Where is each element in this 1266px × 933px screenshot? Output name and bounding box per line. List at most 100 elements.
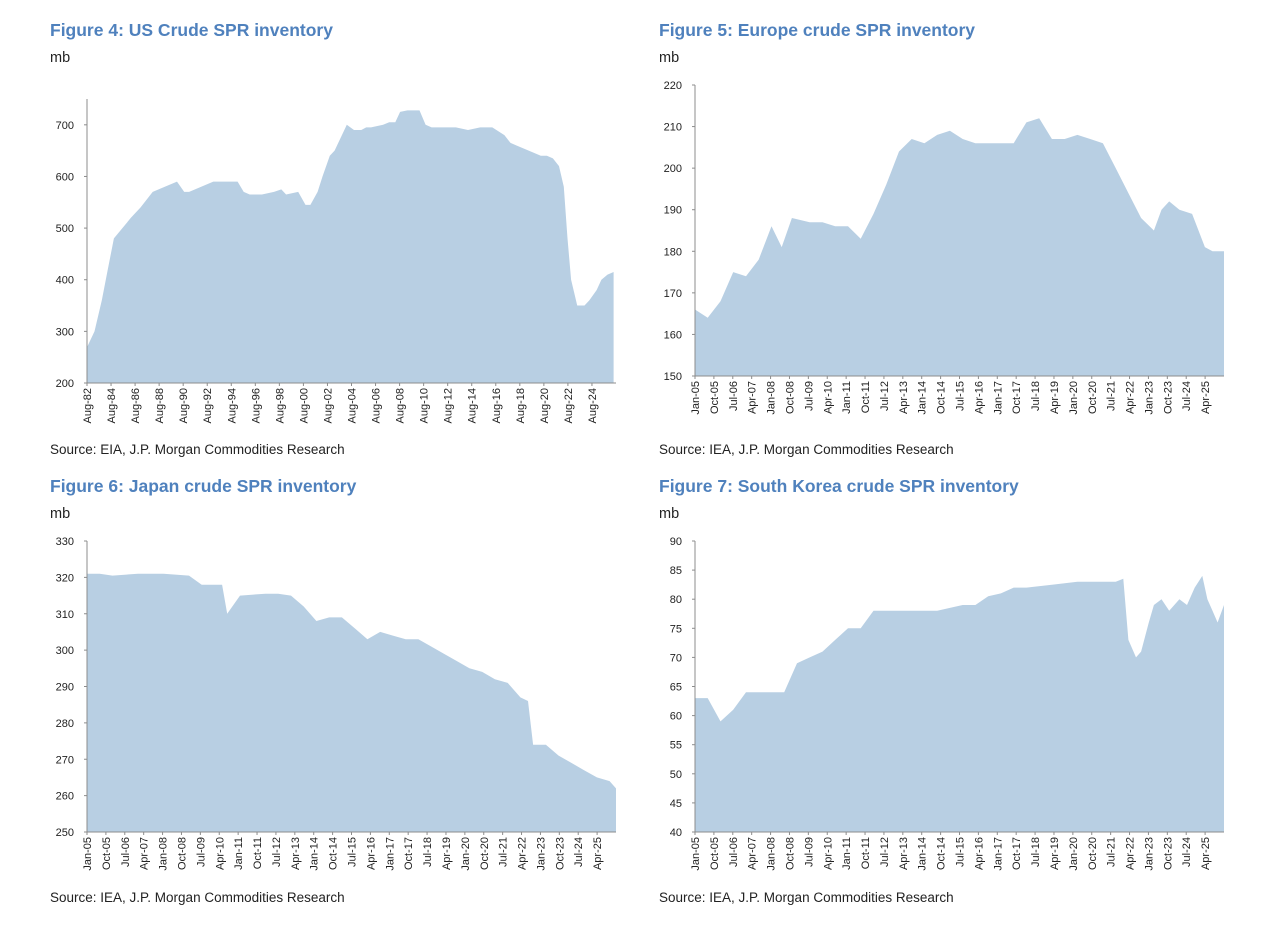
chart-panel-japan: Figure 6: Japan crude SPR inventory mb 2… xyxy=(50,456,650,911)
x-tick-label: Apr-19 xyxy=(1049,837,1061,870)
y-tick-label: 40 xyxy=(670,827,682,839)
x-tick-label: Jan-08 xyxy=(158,837,170,871)
x-tick-label: Aug-08 xyxy=(395,388,407,423)
x-tick-label: Aug-22 xyxy=(563,388,575,423)
x-tick-label: Oct-05 xyxy=(709,381,721,414)
x-tick-label: Apr-13 xyxy=(290,837,302,870)
x-tick-label: Oct-17 xyxy=(1011,837,1023,870)
area-series xyxy=(87,573,616,832)
area-series xyxy=(695,118,1224,377)
y-axis-unit-label: mb xyxy=(659,50,680,66)
x-tick-label: Aug-04 xyxy=(347,388,359,423)
x-tick-label: Oct-23 xyxy=(1162,381,1174,414)
x-tick-label: Oct-20 xyxy=(1087,837,1099,870)
x-tick-label: Oct-08 xyxy=(784,381,796,414)
x-tick-label: Apr-16 xyxy=(365,837,377,870)
x-tick-label: Jan-20 xyxy=(460,837,472,871)
x-tick-label: Jan-11 xyxy=(233,837,245,870)
figure-title: Figure 5: Europe crude SPR inventory xyxy=(659,20,976,40)
x-tick-label: Apr-25 xyxy=(1200,837,1212,870)
x-tick-label: Oct-20 xyxy=(1087,381,1099,414)
y-axis-unit-label: mb xyxy=(50,50,71,66)
x-tick-label: Apr-22 xyxy=(1125,381,1137,414)
y-tick-label: 170 xyxy=(664,288,682,300)
x-tick-label: Jan-23 xyxy=(535,837,547,871)
x-tick-label: Aug-10 xyxy=(419,388,431,423)
x-tick-label: Jul-15 xyxy=(955,381,967,411)
x-tick-label: Jul-24 xyxy=(1181,381,1193,411)
x-tick-label: Jul-21 xyxy=(498,837,510,867)
y-tick-label: 45 xyxy=(670,798,682,810)
x-tick-label: Aug-88 xyxy=(154,388,166,423)
y-tick-label: 200 xyxy=(56,378,74,390)
x-tick-label: Apr-07 xyxy=(747,837,759,870)
x-tick-label: Jul-18 xyxy=(1030,381,1042,411)
x-tick-label: Apr-07 xyxy=(747,381,759,414)
y-tick-label: 280 xyxy=(56,718,74,730)
x-tick-label: Jan-08 xyxy=(766,837,778,871)
x-tick-label: Jul-21 xyxy=(1106,381,1118,411)
area-series xyxy=(695,575,1224,832)
y-tick-label: 260 xyxy=(56,791,74,803)
x-tick-label: Jan-20 xyxy=(1068,837,1080,871)
x-tick-label: Jan-17 xyxy=(992,837,1004,871)
y-tick-label: 310 xyxy=(56,609,74,621)
chart-panel-korea: Figure 7: South Korea crude SPR inventor… xyxy=(659,456,1259,911)
chart-panel-europe: Figure 5: Europe crude SPR inventory mb … xyxy=(659,0,1259,457)
y-tick-label: 500 xyxy=(56,223,74,235)
x-tick-label: Jul-24 xyxy=(1181,837,1193,867)
x-tick-label: Aug-00 xyxy=(298,388,310,423)
x-tick-label: Jan-20 xyxy=(1068,381,1080,415)
x-tick-label: Jul-09 xyxy=(195,837,207,867)
y-tick-label: 75 xyxy=(670,623,682,635)
x-tick-label: Jan-11 xyxy=(841,837,853,870)
y-tick-label: 190 xyxy=(664,205,682,217)
chart-plot-us: 200 300 400 500 600 700 Aug-82 Aug-84 Aug-86 Aug-… xyxy=(56,99,616,423)
x-tick-label: Apr-10 xyxy=(822,381,834,414)
x-tick-label: Aug-14 xyxy=(467,388,479,423)
y-tick-label: 70 xyxy=(670,652,682,664)
source-note: Source: IEA, J.P. Morgan Commodities Res… xyxy=(50,890,345,905)
x-tick-label: Oct-05 xyxy=(709,837,721,870)
x-tick-label: Aug-82 xyxy=(82,388,94,423)
y-tick-label: 320 xyxy=(56,572,74,584)
x-tick-label: Apr-16 xyxy=(973,381,985,414)
x-tick-label: Oct-17 xyxy=(403,837,415,870)
y-tick-label: 55 xyxy=(670,740,682,752)
y-tick-label: 290 xyxy=(56,682,74,694)
x-tick-label: Apr-16 xyxy=(973,837,985,870)
x-tick-label: Jan-23 xyxy=(1143,381,1155,415)
y-tick-label: 80 xyxy=(670,594,682,606)
x-tick-label: Oct-14 xyxy=(936,837,948,870)
x-tick-label: Oct-11 xyxy=(252,837,264,869)
x-tick-label: Apr-19 xyxy=(1049,381,1061,414)
x-tick-label: Jul-12 xyxy=(879,837,891,867)
x-tick-label: Oct-20 xyxy=(479,837,491,870)
x-tick-label: Jul-09 xyxy=(803,837,815,867)
x-tick-label: Jul-06 xyxy=(728,837,740,867)
x-tick-label: Apr-13 xyxy=(898,381,910,414)
x-tick-label: Jan-05 xyxy=(690,381,702,415)
y-tick-label: 330 xyxy=(56,536,74,548)
y-axis-unit-label: mb xyxy=(50,506,71,522)
figure-title: Figure 4: US Crude SPR inventory xyxy=(50,20,333,40)
y-tick-label: 270 xyxy=(56,754,74,766)
source-note: Source: IEA, J.P. Morgan Commodities Res… xyxy=(659,442,954,457)
x-tick-label: Aug-96 xyxy=(250,388,262,423)
chart-plot-japan: 250 260 270 280 290 300 310 320 330 Jan-05 Oct-05 J… xyxy=(56,536,616,871)
x-tick-label: Oct-14 xyxy=(936,381,948,414)
x-tick-label: Oct-14 xyxy=(328,837,340,870)
x-tick-label: Jan-14 xyxy=(309,837,321,871)
figure-title: Figure 6: Japan crude SPR inventory xyxy=(50,476,357,496)
y-axis-unit-label: mb xyxy=(659,506,680,522)
y-tick-label: 700 xyxy=(56,120,74,132)
x-tick-label: Jul-21 xyxy=(1106,837,1118,867)
x-tick-label: Oct-17 xyxy=(1011,381,1023,414)
x-tick-label: Jan-23 xyxy=(1143,837,1155,871)
x-tick-label: Apr-13 xyxy=(898,837,910,870)
y-tick-label: 150 xyxy=(664,371,682,383)
source-note: Source: EIA, J.P. Morgan Commodities Res… xyxy=(50,442,345,457)
y-tick-label: 600 xyxy=(56,171,74,183)
x-tick-label: Jan-14 xyxy=(917,837,929,871)
y-tick-label: 50 xyxy=(670,769,682,781)
